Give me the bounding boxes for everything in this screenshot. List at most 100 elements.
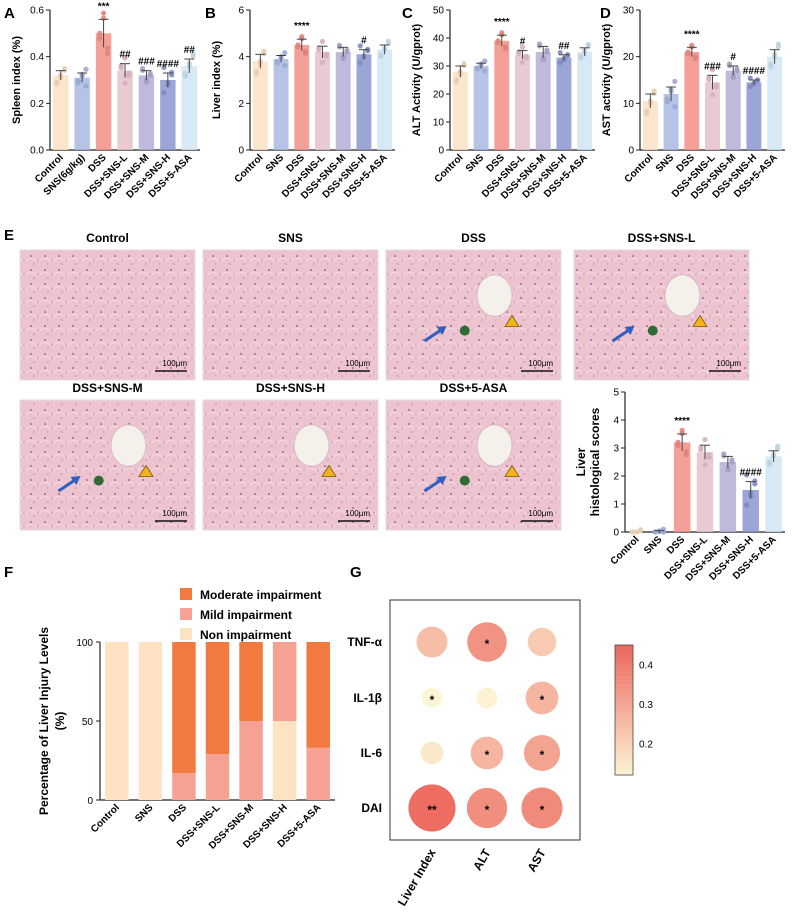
vessel-lumen (476, 424, 513, 467)
legend-label: Mild impairment (200, 608, 292, 622)
data-point (536, 41, 543, 47)
scale-bar-label: 100μm (528, 359, 553, 368)
stacked-bar-segment (172, 642, 196, 774)
data-point (683, 448, 689, 455)
stacked-bar-segment (172, 773, 196, 800)
green-dot-icon (459, 475, 470, 486)
y-tick-label: 6 (238, 6, 244, 17)
data-point (679, 427, 685, 433)
category-label: Control (89, 802, 122, 835)
y-tick-label: 5 (613, 388, 619, 399)
histology-panels: Control 100μm SNS 100μm DSS 100μm DSS+SNS-L 100… (19, 231, 750, 531)
colorbar-tick-label: 0.3 (639, 700, 653, 711)
significance-label: #### (157, 59, 180, 70)
bar (356, 54, 372, 151)
bubble (467, 622, 507, 662)
data-point (544, 47, 550, 53)
bar (725, 70, 741, 150)
data-point (685, 49, 691, 55)
data-point (499, 30, 505, 36)
data-point (502, 44, 509, 50)
data-point (540, 55, 546, 61)
data-point (702, 462, 708, 468)
stacked-bar-segment (205, 642, 230, 755)
data-point (644, 108, 650, 114)
bubble-star: * (540, 803, 545, 817)
y-axis-title: Spleen index (%) (11, 36, 23, 124)
y-tick-label: 0 (613, 528, 619, 539)
bubble (416, 626, 448, 658)
data-point (104, 45, 111, 52)
data-point (578, 53, 584, 60)
bar (642, 101, 658, 150)
colorbar-step (615, 718, 633, 724)
colorbar-step (615, 701, 633, 707)
data-point (585, 41, 591, 48)
data-point (706, 74, 712, 80)
row-label: DAI (361, 801, 382, 815)
colorbar-step (615, 714, 633, 720)
data-point (692, 54, 699, 60)
row-label: TNF-α (347, 635, 382, 649)
bar (746, 82, 762, 150)
significance-label: **** (494, 17, 510, 28)
category-label: Control (623, 152, 656, 185)
panel-label-a: A (4, 5, 15, 22)
yellow-triangle-icon (504, 464, 520, 477)
scale-bar-label: 100μm (345, 509, 370, 518)
data-point (651, 88, 657, 94)
y-axis-title: AST activity (U/gprot) (601, 23, 613, 136)
bar (138, 75, 155, 150)
histology-panel-title: SNS (278, 231, 303, 245)
scale-bar-label: 100μm (162, 509, 187, 518)
significance-label: ## (558, 41, 570, 52)
data-point (299, 34, 305, 40)
legend-label: Moderate impairment (200, 588, 321, 602)
scale-bar-label: 100μm (162, 359, 187, 368)
category-label: Control (609, 534, 642, 567)
significance-label: **** (674, 416, 690, 427)
y-tick-label: 40 (433, 34, 445, 45)
stacked-bar-segment (239, 642, 263, 721)
histology-panel-title: DSS+SNS-L (628, 231, 696, 245)
data-point (519, 59, 526, 65)
histology-image (385, 249, 562, 381)
category-label: Control (233, 152, 266, 185)
histology-image (19, 249, 196, 381)
vessel-lumen (293, 424, 330, 467)
data-point (713, 82, 719, 88)
data-point (295, 42, 301, 48)
vessel-lumen (110, 424, 147, 467)
bar (252, 61, 268, 151)
bubble (420, 741, 444, 765)
category-label: DSS (167, 802, 190, 825)
bar (535, 52, 551, 150)
colorbar-step (615, 675, 633, 681)
data-point (672, 78, 678, 84)
y-tick-label: 2 (238, 99, 244, 110)
y-tick-label: 0 (238, 146, 244, 157)
data-point (709, 92, 716, 98)
panel-label-d: D (600, 5, 611, 22)
data-point (775, 443, 781, 449)
legend-label: Non impairment (200, 628, 291, 642)
yellow-triangle-icon (692, 314, 708, 327)
data-point (302, 48, 309, 54)
y-tick-label: 3 (613, 444, 619, 455)
stacked-bar-segment (239, 721, 263, 800)
y-tick-label: 4 (238, 52, 244, 63)
category-label: SNS (264, 152, 287, 175)
blue-arrowhead-icon (70, 476, 81, 485)
data-point (282, 50, 288, 56)
row-label: IL-1β (353, 691, 382, 705)
y-tick-label: 0 (87, 796, 93, 807)
stacked-bar-segment (272, 721, 297, 800)
colorbar-step (615, 757, 633, 763)
y-tick-label: 30 (433, 62, 445, 73)
colorbar-step (615, 653, 633, 659)
stacked-bar-segment (105, 642, 129, 800)
data-point (706, 452, 712, 458)
colorbar-step (615, 705, 633, 711)
